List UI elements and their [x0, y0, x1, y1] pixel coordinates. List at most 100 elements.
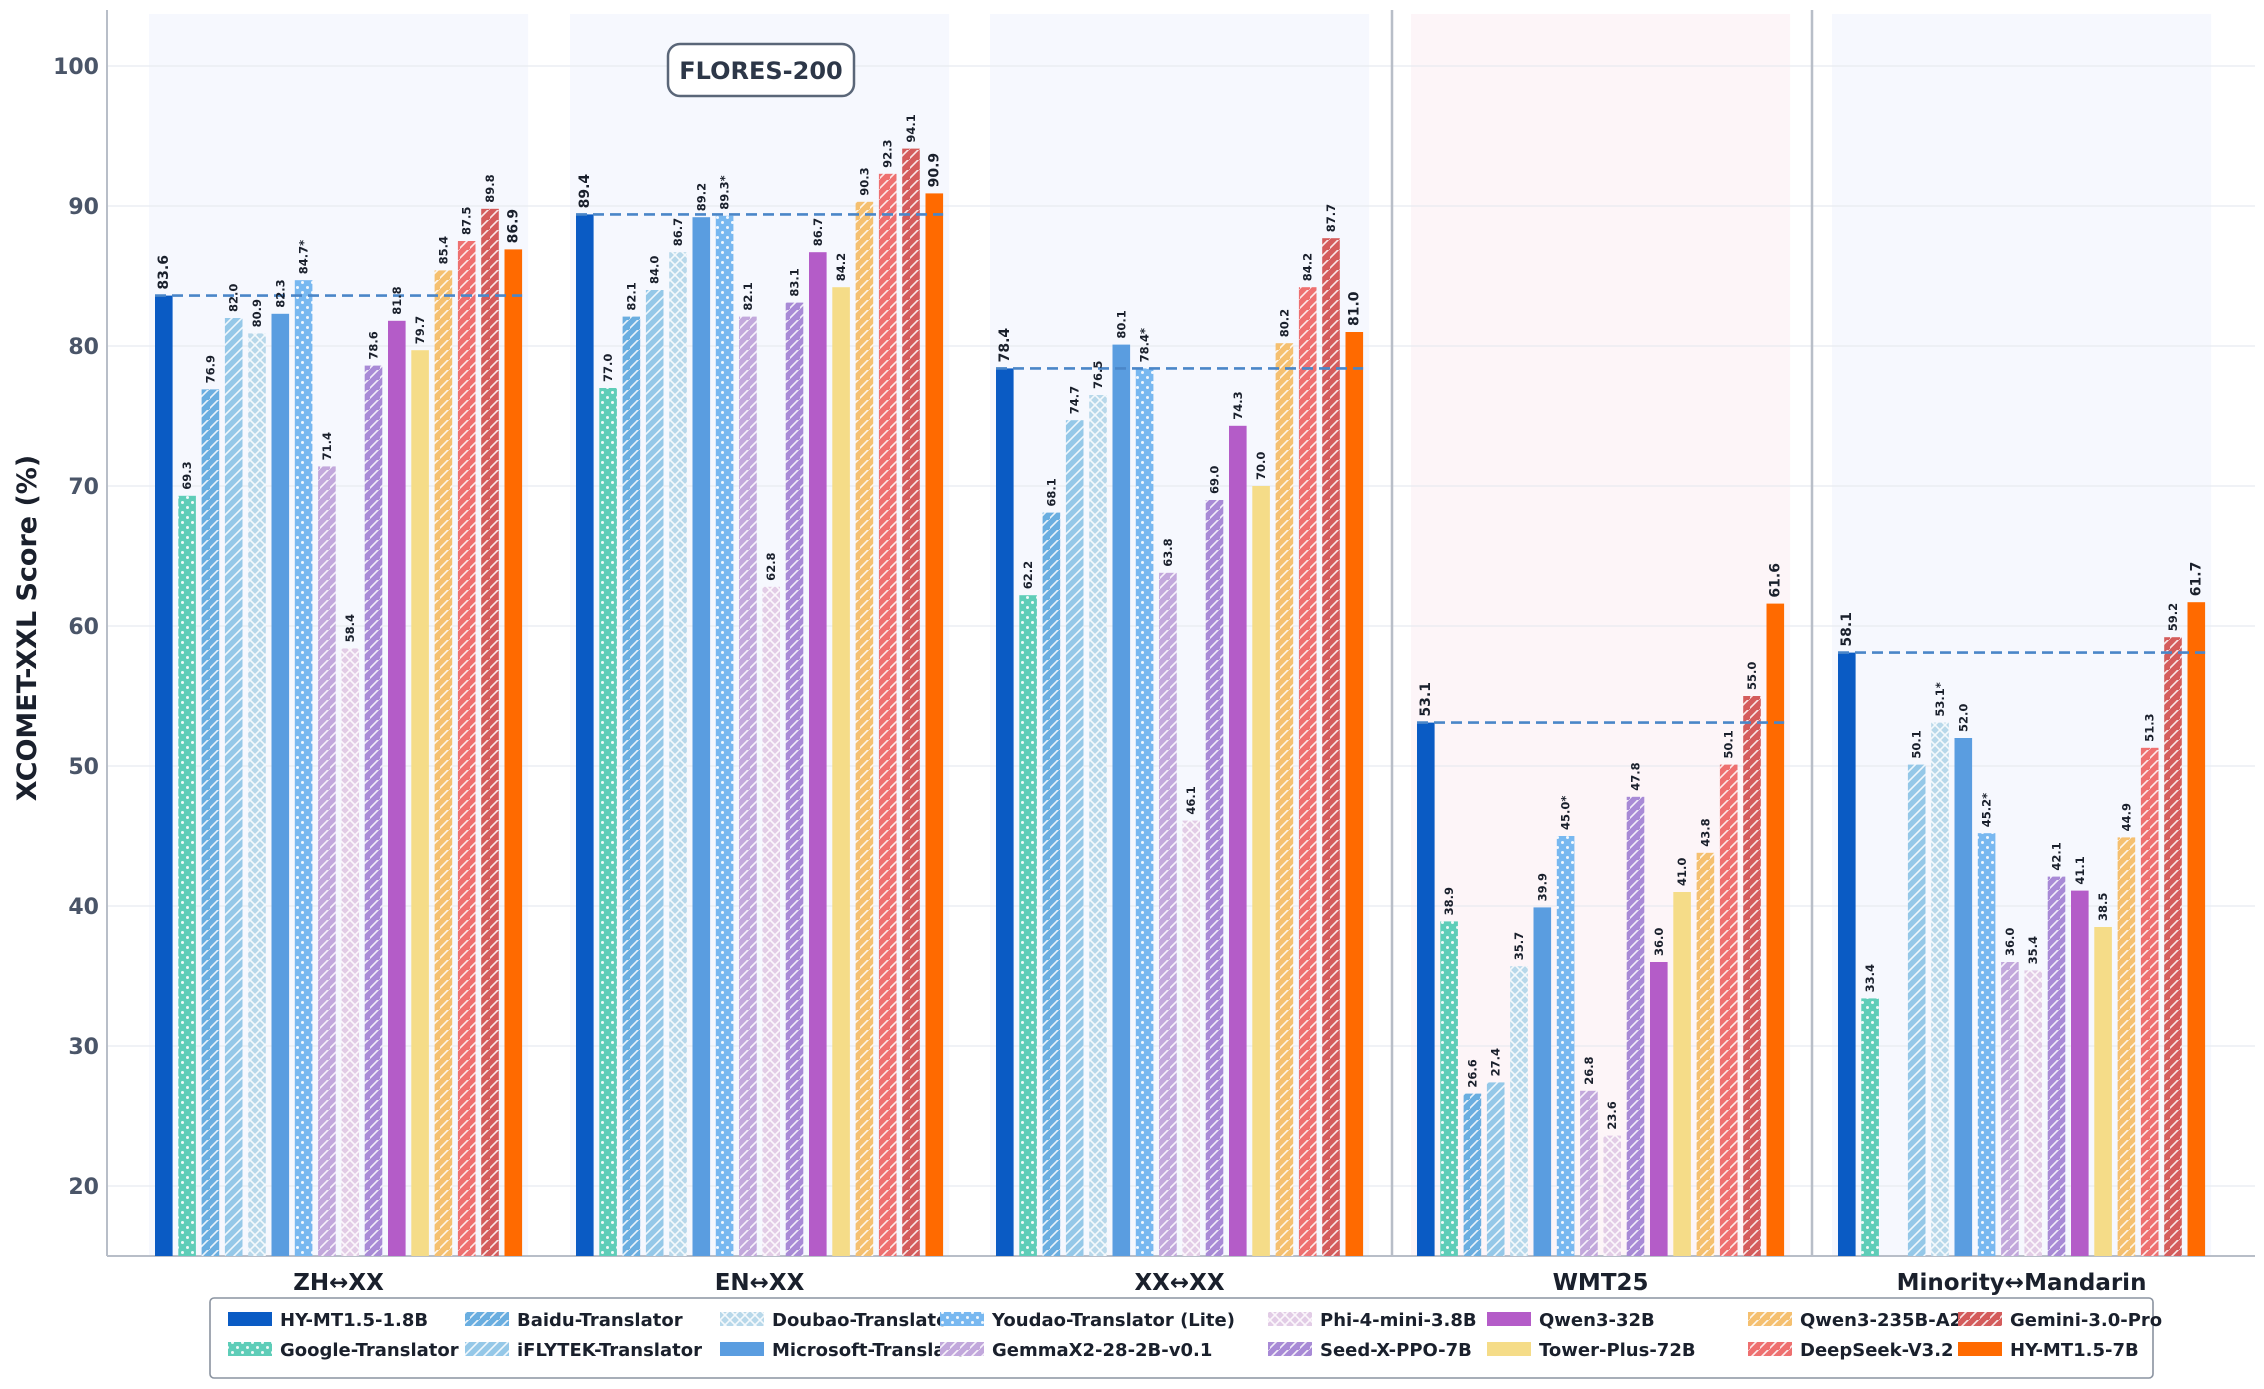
value-label-gemini-3-0-pro-en-xx: 94.1 [904, 114, 918, 142]
bar-iflytek-translator-xx-xx [1065, 420, 1084, 1256]
value-label-gemini-3-0-pro-minority-mandarin: 59.2 [2166, 603, 2180, 631]
bar-phi-4-mini-3-8b-xx-xx [1182, 820, 1200, 1256]
value-label-seed-x-ppo-7b-wmt25: 47.8 [1629, 762, 1643, 790]
legend-swatch-qwen3-32b [1487, 1312, 1531, 1326]
bar-baidu-translator-xx-xx [1042, 512, 1061, 1256]
y-axis-label: XCOMET-XXL Score (%) [12, 455, 43, 801]
value-label-phi-4-mini-3-8b-wmt25: 23.6 [1605, 1101, 1619, 1129]
y-tick-label-70: 70 [68, 475, 99, 500]
value-label-doubao-translator-minority-mandarin: 53.1* [1933, 682, 1947, 716]
bar-phi-4-mini-3-8b-wmt25 [1603, 1135, 1621, 1256]
value-label-qwen3-235b-a22b-zh-xx: 85.4 [436, 236, 450, 264]
legend-box [209, 1297, 2154, 1379]
bar-doubao-translator-xx-xx [1089, 395, 1107, 1256]
bar-google-translator-en-xx [599, 388, 617, 1256]
legend-swatch-gemini-3-0-pro [1958, 1312, 2002, 1326]
bar-gemmax2-28-2b-v0-1-zh-xx [318, 466, 336, 1256]
bar-iflytek-translator-minority-mandarin [1907, 764, 1926, 1256]
value-label-qwen3-235b-a22b-xx-xx: 80.2 [1277, 309, 1291, 337]
value-label-tower-plus-72b-xx-xx: 70.0 [1254, 452, 1268, 480]
value-label-hy-mt1-5-7b-minority-mandarin: 61.7 [2188, 562, 2204, 597]
legend-item-youdao-translator-lite: Youdao-Translator (Lite) [940, 1310, 1235, 1331]
bar-microsoft-translator-minority-mandarin [1954, 738, 1973, 1256]
x-category-label-xx-xx: XX↔XX [1134, 1270, 1224, 1296]
value-label-phi-4-mini-3-8b-en-xx: 62.8 [764, 552, 778, 580]
value-label-microsoft-translator-wmt25: 39.9 [1535, 873, 1549, 901]
value-label-youdao-translator-lite-minority-mandarin: 45.2* [1980, 793, 1994, 827]
bar-hy-mt1-5-1-8b-wmt25 [1417, 722, 1435, 1256]
bar-qwen3-32b-wmt25 [1650, 962, 1668, 1256]
value-label-google-translator-wmt25: 38.9 [1442, 887, 1456, 915]
y-tick-label-100: 100 [53, 55, 99, 80]
bar-microsoft-translator-xx-xx [1112, 344, 1131, 1257]
y-tick-label-50: 50 [68, 755, 99, 780]
legend-label-hy-mt1-5-1-8b: HY-MT1.5-1.8B [280, 1310, 428, 1331]
bar-qwen3-32b-en-xx [809, 252, 827, 1256]
value-label-google-translator-zh-xx: 69.3 [180, 461, 194, 489]
legend-swatch-hy-mt1-5-7b [1958, 1342, 2002, 1356]
bar-deepseek-v3-2-zh-xx [457, 241, 476, 1256]
y-tick-label-60: 60 [68, 615, 99, 640]
legend-label-tower-plus-72b: Tower-Plus-72B [1539, 1340, 1696, 1361]
legend-item-hy-mt1-5-1-8b: HY-MT1.5-1.8B [228, 1310, 428, 1331]
legend-label-hy-mt1-5-7b: HY-MT1.5-7B [2010, 1340, 2139, 1361]
value-label-baidu-translator-wmt25: 26.6 [1465, 1059, 1479, 1087]
value-label-iflytek-translator-wmt25: 27.4 [1489, 1048, 1503, 1076]
legend-item-iflytek-translator: iFLYTEK-Translator [465, 1340, 702, 1361]
value-label-seed-x-ppo-7b-minority-mandarin: 42.1 [2050, 842, 2064, 870]
bar-gemmax2-28-2b-v0-1-wmt25 [1580, 1090, 1598, 1256]
value-label-doubao-translator-zh-xx: 80.9 [250, 299, 264, 327]
value-label-gemini-3-0-pro-zh-xx: 89.8 [483, 174, 497, 202]
value-label-tower-plus-72b-zh-xx: 79.7 [413, 316, 427, 344]
bar-gemini-3-0-pro-minority-mandarin [2164, 637, 2182, 1256]
bar-youdao-translator-lite-minority-mandarin [1977, 833, 1996, 1256]
bar-youdao-translator-lite-xx-xx [1135, 368, 1154, 1256]
legend-swatch-gemmax2-28-2b-v0-1 [940, 1342, 984, 1356]
bar-gemmax2-28-2b-v0-1-xx-xx [1159, 572, 1177, 1256]
legend-swatch-doubao-translator [720, 1312, 764, 1326]
x-category-label-en-xx: EN↔XX [715, 1270, 805, 1296]
value-label-qwen3-235b-a22b-en-xx: 90.3 [857, 167, 871, 195]
bar-gemini-3-0-pro-xx-xx [1322, 238, 1340, 1256]
bar-tower-plus-72b-wmt25 [1673, 892, 1691, 1256]
legend-item-doubao-translator: Doubao-Translator [720, 1310, 957, 1331]
value-label-gemini-3-0-pro-wmt25: 55.0 [1745, 662, 1759, 690]
value-label-doubao-translator-wmt25: 35.7 [1512, 932, 1526, 960]
legend-swatch-baidu-translator [465, 1312, 509, 1326]
flores-annotation-box [666, 42, 856, 98]
bar-seed-x-ppo-7b-zh-xx [364, 365, 383, 1257]
bar-youdao-translator-lite-wmt25 [1556, 836, 1575, 1256]
legend-label-youdao-translator-lite: Youdao-Translator (Lite) [991, 1310, 1235, 1331]
x-category-label-wmt25: WMT25 [1553, 1270, 1649, 1296]
value-label-doubao-translator-en-xx: 86.7 [671, 218, 685, 246]
value-label-baidu-translator-en-xx: 82.1 [624, 282, 638, 310]
legend-item-gemmax2-28-2b-v0-1: GemmaX2-28-2B-v0.1 [940, 1340, 1212, 1361]
bar-gemini-3-0-pro-en-xx [902, 148, 920, 1257]
bar-phi-4-mini-3-8b-minority-mandarin [2024, 970, 2042, 1256]
bar-baidu-translator-zh-xx [201, 389, 220, 1256]
legend-label-microsoft-translator: Microsoft-Translator [772, 1340, 975, 1361]
bar-gemini-3-0-pro-wmt25 [1743, 696, 1761, 1256]
value-label-youdao-translator-lite-wmt25: 45.0* [1559, 796, 1573, 830]
value-label-phi-4-mini-3-8b-zh-xx: 58.4 [343, 614, 357, 642]
legend-label-phi-4-mini-3-8b: Phi-4-mini-3.8B [1320, 1310, 1477, 1331]
value-label-hy-mt1-5-7b-xx-xx: 81.0 [1346, 291, 1362, 326]
legend-label-baidu-translator: Baidu-Translator [517, 1310, 683, 1331]
value-label-phi-4-mini-3-8b-minority-mandarin: 35.4 [2026, 936, 2040, 964]
bar-seed-x-ppo-7b-wmt25 [1626, 796, 1645, 1256]
bar-deepseek-v3-2-wmt25 [1719, 764, 1738, 1256]
bar-iflytek-translator-zh-xx [224, 318, 243, 1256]
y-tick-label-20: 20 [68, 1175, 99, 1200]
value-label-gemmax2-28-2b-v0-1-en-xx: 82.1 [741, 282, 755, 310]
bar-hy-mt1-5-7b-en-xx [925, 193, 944, 1256]
value-label-youdao-translator-lite-xx-xx: 78.4* [1138, 328, 1152, 362]
bar-gemmax2-28-2b-v0-1-minority-mandarin [2001, 962, 2019, 1256]
bar-doubao-translator-minority-mandarin [1931, 722, 1949, 1256]
bar-deepseek-v3-2-en-xx [878, 173, 897, 1256]
legend: HY-MT1.5-1.8B Google-Translator Baidu-Tran… [209, 1297, 2162, 1379]
y-tick-label-30: 30 [68, 1035, 99, 1060]
value-label-google-translator-minority-mandarin: 33.4 [1863, 964, 1877, 992]
bar-qwen3-235b-a22b-wmt25 [1696, 852, 1715, 1256]
reference-lines [155, 213, 2206, 724]
